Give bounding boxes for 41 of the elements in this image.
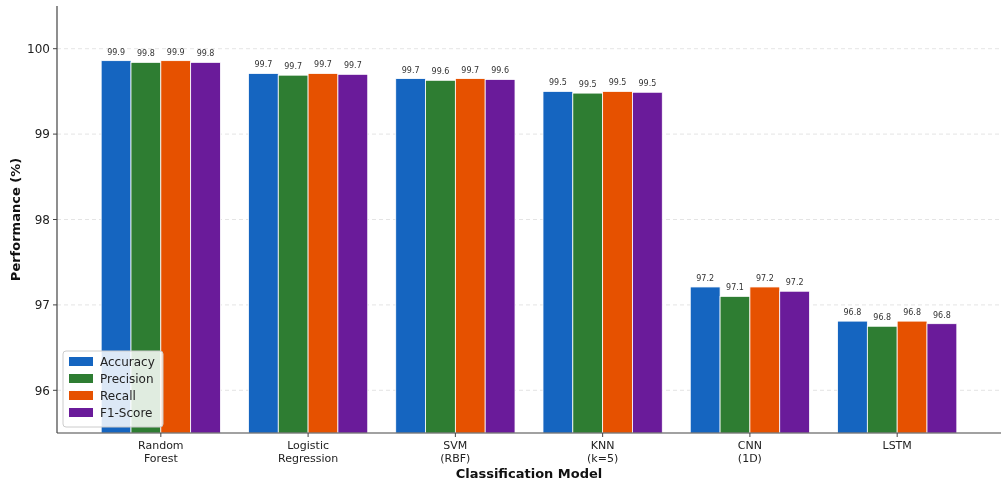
data-label: 97.2 [785,278,804,288]
data-label: 96.8 [933,310,951,320]
x-tick-label: KNN (k=5) [587,439,619,465]
data-label: 99.5 [608,78,627,88]
legend-label: F1-Score [100,406,153,421]
legend-label: Precision [100,372,154,387]
y-tick-label: 96 [34,383,50,398]
data-label: 99.8 [196,49,215,59]
data-label: 99.7 [401,65,420,75]
data-label: 99.8 [137,49,155,59]
data-label: 96.8 [873,313,892,323]
y-tick-label: 100 [27,41,50,56]
x-tick-label: LSTM [882,439,912,452]
data-label: 99.7 [343,61,362,71]
y-tick-label: 97 [34,298,50,313]
data-label: 99.6 [491,66,509,76]
data-label: 99.6 [431,67,450,77]
data-label: 99.9 [166,47,185,57]
x-tick-label: Random Forest [138,439,184,465]
legend-label: Accuracy [100,355,155,370]
y-tick-label: 98 [34,212,50,227]
data-label: 99.5 [578,80,597,90]
y-axis-title: Performance (%) [8,157,23,282]
data-label: 99.5 [638,79,657,89]
data-label: 99.7 [314,60,332,70]
data-label: 99.7 [254,60,273,70]
data-label: 99.7 [461,65,480,75]
x-tick-label: Logistic Regression [278,439,339,465]
y-tick-label: 99 [34,127,50,142]
data-label: 97.1 [726,283,744,293]
data-label: 99.5 [549,78,567,88]
x-tick-label: SVM (RBF) [440,439,471,465]
data-label: 97.2 [755,273,774,283]
x-axis-title: Classification Model [455,466,603,481]
legend-label: Recall [100,389,136,404]
data-label: 96.8 [843,308,862,318]
data-label: 99.7 [284,62,303,72]
data-label: 97.2 [696,273,715,283]
data-label: 99.9 [107,47,125,57]
data-label: 96.8 [903,308,921,318]
x-tick-label: CNN (1D) [737,439,762,465]
